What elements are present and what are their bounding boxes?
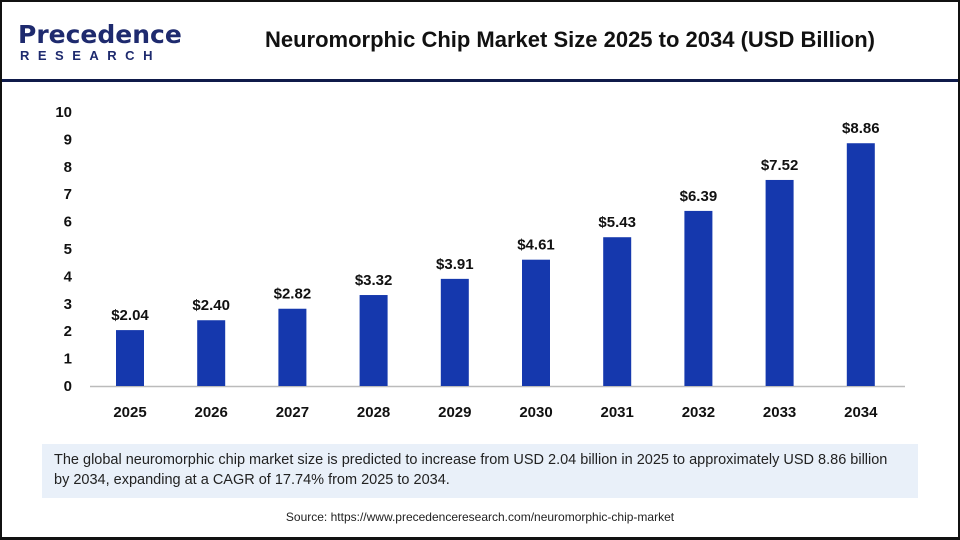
data-label: $2.82 — [274, 286, 312, 303]
x-tick-label: 2026 — [195, 404, 228, 421]
data-label: $2.04 — [111, 307, 149, 324]
data-label: $6.39 — [680, 188, 718, 205]
header-divider — [2, 79, 958, 82]
data-label: $5.43 — [598, 214, 636, 231]
x-tick-label: 2032 — [682, 404, 715, 421]
bar — [522, 259, 550, 386]
bar — [846, 143, 875, 386]
info-box: The global neuromorphic chip market size… — [42, 444, 918, 498]
logo-wordmark: Precedence — [18, 20, 182, 49]
x-tick-label: 2025 — [113, 404, 146, 421]
data-label: $3.32 — [355, 272, 393, 289]
logo: Precedence RESEARCH — [18, 20, 182, 65]
data-label: $7.52 — [761, 157, 799, 174]
y-tick-label: 3 — [64, 296, 72, 313]
y-tick-label: 1 — [64, 351, 72, 368]
y-tick-label: 0 — [64, 378, 72, 395]
y-tick-label: 10 — [55, 104, 72, 121]
data-label: $3.91 — [436, 256, 474, 273]
data-label: $8.86 — [842, 120, 880, 137]
bar — [603, 237, 632, 386]
x-tick-label: 2030 — [519, 404, 552, 421]
bar — [359, 295, 388, 386]
y-tick-label: 7 — [64, 186, 72, 203]
bar — [440, 278, 469, 386]
y-tick-label: 4 — [64, 268, 73, 285]
bar — [765, 179, 794, 386]
bottom-border — [0, 537, 960, 540]
y-tick-label: 9 — [64, 131, 72, 148]
bar — [684, 210, 713, 386]
chart-title: Neuromorphic Chip Market Size 2025 to 20… — [264, 27, 876, 52]
x-tick-label: 2029 — [438, 404, 471, 421]
data-label: $2.40 — [192, 297, 230, 314]
source-text: Source: https://www.precedenceresearch.c… — [285, 510, 675, 524]
logo-subtitle: RESEARCH — [20, 48, 161, 63]
x-tick-label: 2033 — [763, 404, 796, 421]
bar — [197, 320, 226, 386]
x-tick-label: 2027 — [276, 404, 309, 421]
x-tick-label: 2028 — [357, 404, 390, 421]
y-tick-label: 8 — [64, 159, 72, 176]
y-tick-label: 2 — [64, 323, 72, 340]
x-tick-label: 2034 — [844, 404, 878, 421]
bar — [278, 308, 307, 386]
x-tick-label: 2031 — [601, 404, 634, 421]
data-label: $4.61 — [517, 237, 555, 254]
bar — [116, 330, 144, 386]
y-tick-label: 6 — [64, 214, 72, 231]
y-tick-label: 5 — [64, 241, 72, 258]
